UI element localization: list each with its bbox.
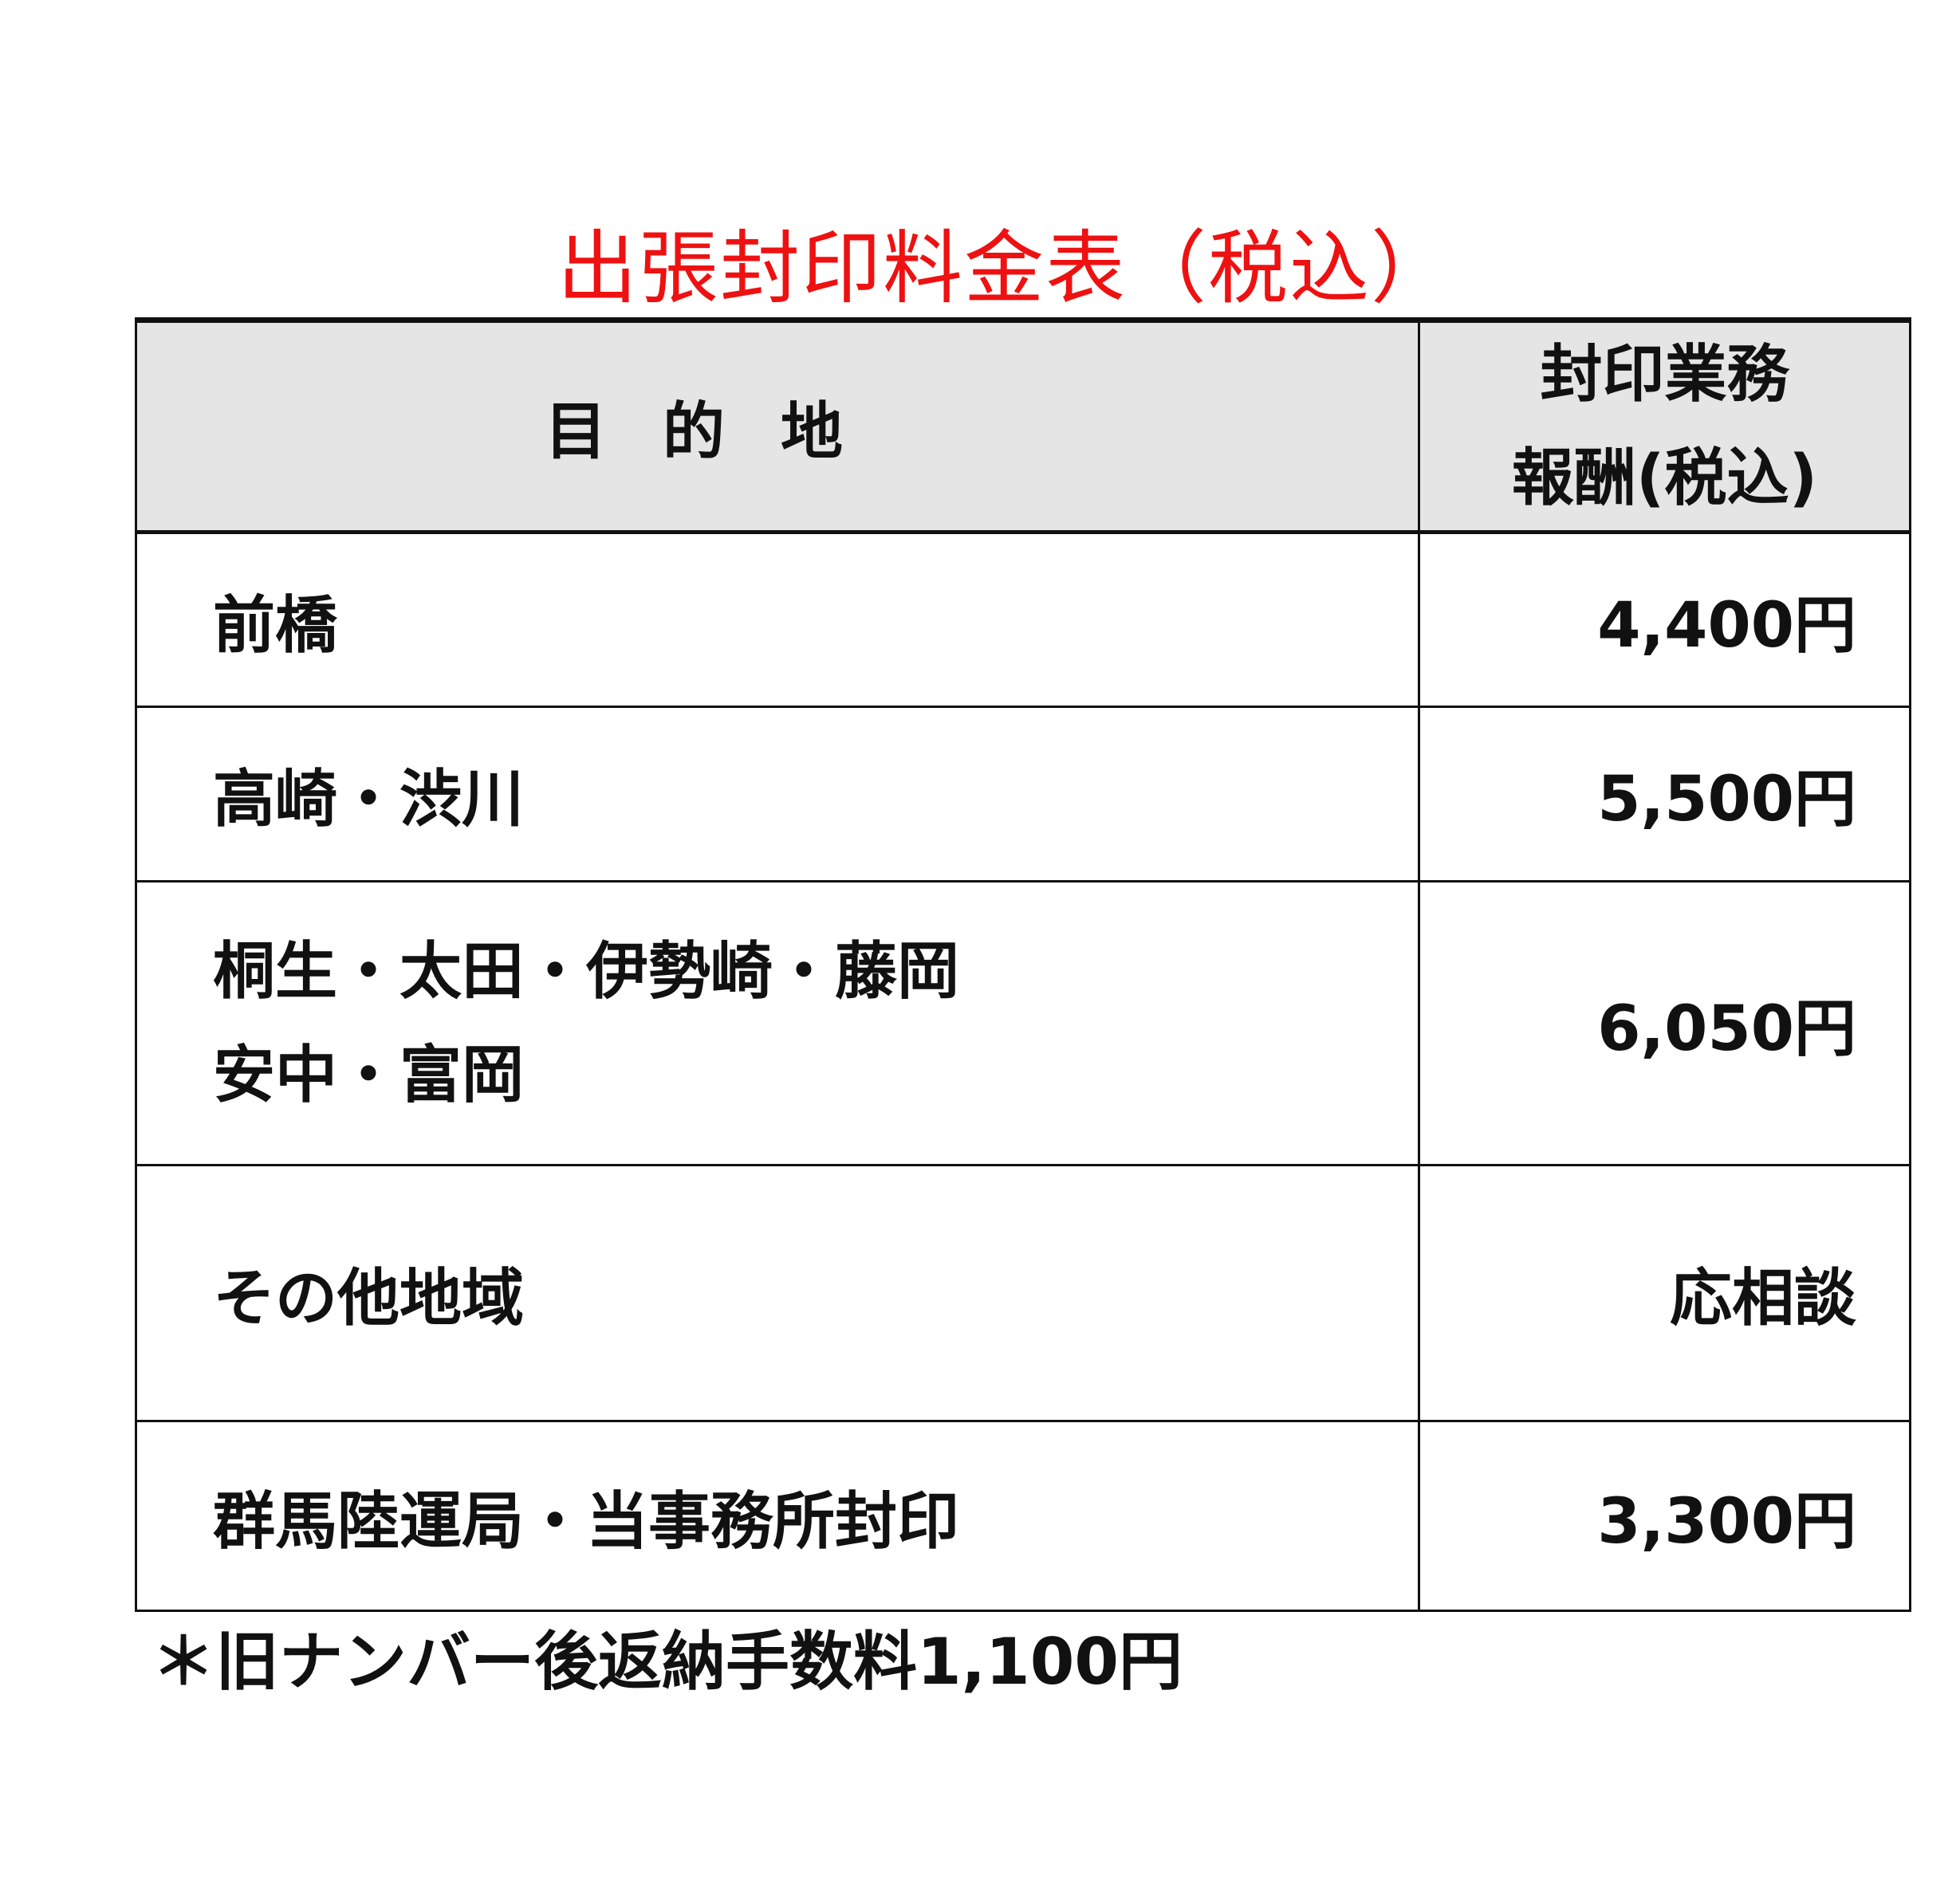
footnote: ＊旧ナンバー後返納手数料1,100円	[152, 1625, 1183, 1699]
destination-cell: 前橋	[135, 531, 1420, 708]
destination-cell: 群馬陸運局・当事務所封印	[135, 1420, 1420, 1612]
header-fee: 封印業務 報酬(税込)	[1418, 317, 1911, 534]
fee-cell: 5,500円	[1418, 706, 1911, 883]
destination-line: 桐生・太田・伊勢崎・藤岡	[213, 935, 960, 1008]
table-row: 桐生・太田・伊勢崎・藤岡 安中・富岡 6,050円	[135, 880, 1911, 1166]
fee-cell: 6,050円	[1418, 880, 1911, 1166]
fee-cell: 3,300円	[1418, 1420, 1911, 1612]
destination-cell: 高崎・渋川	[135, 706, 1420, 883]
table-row: 高崎・渋川 5,500円	[135, 706, 1911, 883]
table-row: 前橋 4,400円	[135, 531, 1911, 708]
header-fee-line2: 報酬(税込)	[1511, 442, 1818, 514]
fee-cell: 4,400円	[1418, 531, 1911, 708]
page-title: 出張封印料金表（税込）	[557, 222, 1452, 315]
destination-cell: 桐生・太田・伊勢崎・藤岡 安中・富岡	[135, 880, 1420, 1166]
destination-line: 安中・富岡	[213, 1039, 525, 1111]
table-header-row: 目的地 封印業務 報酬(税込)	[135, 317, 1911, 534]
fee-table: 目的地 封印業務 報酬(税込) 前橋 4,400円 高崎・渋川 5,500円 桐…	[135, 317, 1911, 1612]
table-row: その他地域 応相談	[135, 1164, 1911, 1422]
header-fee-line1: 封印業務	[1540, 339, 1789, 411]
table-row: 群馬陸運局・当事務所封印 3,300円	[135, 1420, 1911, 1612]
header-destination: 目的地	[135, 317, 1420, 534]
destination-cell: その他地域	[135, 1164, 1420, 1422]
fee-cell: 応相談	[1418, 1164, 1911, 1422]
